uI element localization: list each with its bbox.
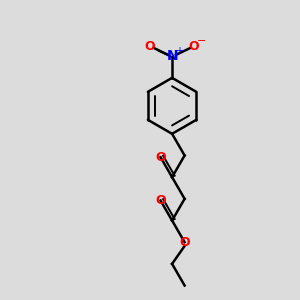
Text: O: O: [189, 40, 200, 52]
Text: N: N: [166, 49, 178, 63]
Text: O: O: [145, 40, 155, 52]
Text: O: O: [155, 194, 166, 207]
Text: O: O: [155, 151, 166, 164]
Text: O: O: [179, 236, 190, 249]
Text: +: +: [175, 46, 183, 56]
Text: −: −: [197, 36, 206, 46]
